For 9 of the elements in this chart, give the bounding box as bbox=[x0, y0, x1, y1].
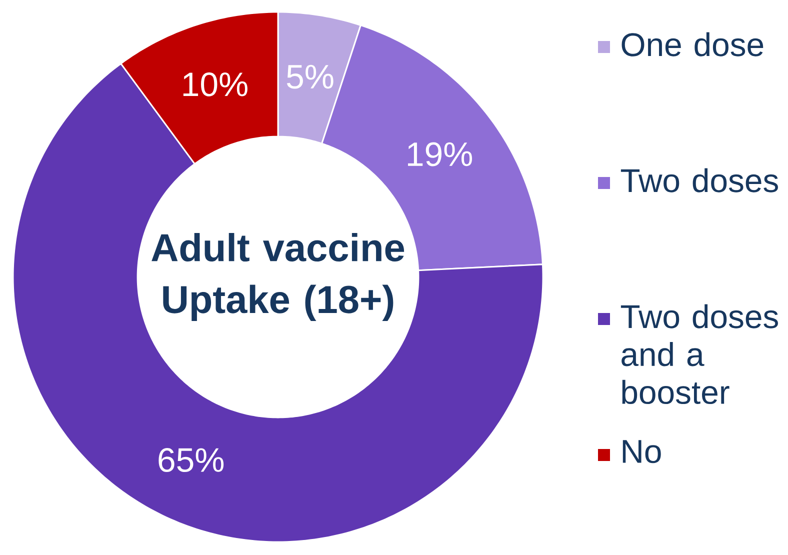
data-label: 5% bbox=[286, 64, 334, 89]
legend-label: No bbox=[622, 440, 661, 464]
legend-label: Two doses and a booster bbox=[620, 304, 778, 404]
data-label: 65% bbox=[158, 448, 224, 472]
legend-label: One dose bbox=[622, 32, 764, 56]
text: Adult vaccine Uptake (18+) bbox=[152, 232, 404, 322]
data-label: 19% bbox=[408, 142, 472, 166]
legend-label: Two doses bbox=[620, 168, 778, 192]
data-label: 10% bbox=[183, 72, 248, 96]
